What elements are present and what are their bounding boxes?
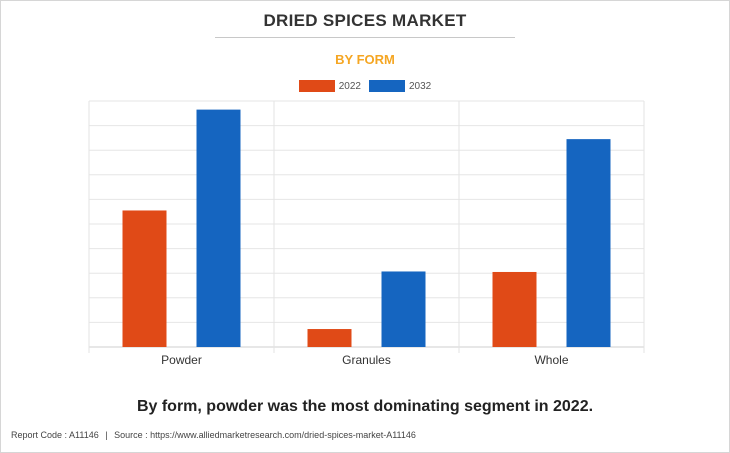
report-code: Report Code : A11146 bbox=[11, 430, 99, 440]
x-tick-label-whole: Whole bbox=[534, 353, 568, 367]
title-divider bbox=[215, 37, 515, 38]
chart-legend: 2022 2032 bbox=[0, 80, 730, 92]
bar-granules-2022 bbox=[307, 329, 352, 347]
chart-subtitle: BY FORM bbox=[335, 52, 395, 67]
x-tick-label-granules: Granules bbox=[342, 353, 391, 367]
chart-title: DRIED SPICES MARKET bbox=[263, 11, 467, 30]
legend-swatch-2022 bbox=[298, 80, 335, 92]
legend-swatch-2032 bbox=[369, 80, 405, 92]
bar-whole-2022 bbox=[492, 271, 537, 347]
legend-item-2022: 2022 bbox=[298, 80, 361, 92]
legend-label-2032: 2032 bbox=[409, 80, 432, 92]
footer-separator: | bbox=[105, 430, 108, 440]
bar-whole-2032 bbox=[566, 139, 611, 347]
bar-powder-2032 bbox=[196, 109, 241, 347]
x-tick-label-powder: Powder bbox=[161, 353, 202, 367]
legend-label-2022: 2022 bbox=[338, 80, 361, 92]
chart-caption: By form, powder was the most dominating … bbox=[136, 398, 594, 415]
bar-powder-2022 bbox=[122, 210, 167, 347]
legend-item-2032: 2032 bbox=[369, 80, 431, 92]
source-text: Source : https://www.alliedmarketresearc… bbox=[114, 430, 416, 440]
bar-granules-2032 bbox=[381, 271, 426, 347]
report-footer: Report Code : A11146 | Source : https://… bbox=[11, 430, 416, 440]
